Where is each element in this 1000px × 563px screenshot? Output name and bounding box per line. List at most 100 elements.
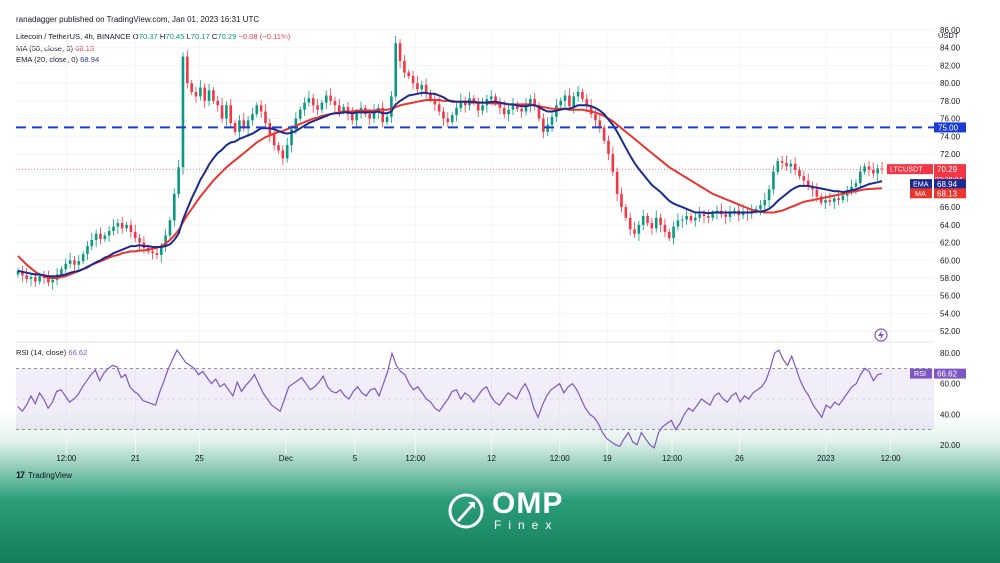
price-tick-label: 74.00	[940, 132, 961, 141]
candle-body	[73, 260, 76, 265]
price-tick-label: 72.00	[940, 150, 961, 159]
close-value: 70.29	[217, 32, 237, 41]
rsi-tick-label: 60.00	[940, 380, 961, 389]
candle-body	[411, 76, 415, 84]
ema-line	[17, 91, 883, 278]
candle-body	[29, 277, 33, 279]
symbol-name[interactable]: Litecoin / TetherUS, 4h, BINANCE	[16, 32, 131, 41]
candle-body	[407, 72, 411, 77]
time-axis[interactable]: 12:00 21 25 Dec 5 12:00 12 12:00 19 12:00 26 2023 12…	[56, 454, 901, 463]
candle-body	[563, 95, 567, 101]
candle-body	[702, 214, 706, 216]
omp-word: OMP	[492, 487, 564, 520]
level-tag: 75.00	[934, 122, 966, 133]
candle-body	[398, 43, 402, 61]
candle-body	[533, 99, 536, 106]
candle-body	[81, 254, 85, 262]
candle-body	[107, 231, 111, 236]
candle-body	[854, 183, 858, 187]
candle-body	[511, 104, 515, 110]
candle-body	[424, 84, 428, 93]
lightning-icon[interactable]	[874, 328, 888, 342]
candle-body	[333, 100, 337, 106]
ema-legend[interactable]: EMA (20, close, 0) 68.94	[16, 55, 99, 64]
candle-body	[186, 56, 189, 84]
candle-body	[476, 102, 480, 111]
time-tick-label: 12:00	[405, 454, 426, 463]
candle-body	[120, 223, 124, 229]
candle-body	[680, 219, 684, 221]
candle-body	[463, 100, 467, 106]
publisher-line: ranadagger published on TradingView.com,…	[16, 15, 260, 24]
candles	[16, 35, 884, 290]
change-value: −0.08 (−0.11%)	[238, 32, 291, 41]
candle-body	[542, 118, 545, 132]
time-tick-label: 12	[487, 454, 496, 463]
candle-body	[559, 100, 563, 106]
axis-unit: USDT	[938, 31, 959, 40]
candle-body	[294, 118, 298, 130]
candle-body	[772, 171, 775, 190]
candle-body	[199, 87, 202, 97]
price-tick-label: 52.00	[940, 327, 961, 336]
candle-body	[207, 90, 211, 101]
candle-body	[863, 166, 866, 172]
tradingview-logo[interactable]: 17 TradingView	[16, 470, 72, 480]
price-chart[interactable]: 52.00 54.00 56.00 58.00 60.00 62.00 64.00 66.00…	[0, 0, 1000, 470]
price-tick-label: 62.00	[940, 239, 961, 248]
candle-body	[641, 216, 645, 225]
candle-body	[112, 226, 115, 232]
candle-body	[394, 43, 398, 97]
candle-body	[390, 96, 393, 117]
price-tick-label: 84.00	[940, 44, 961, 53]
candle-body	[872, 169, 875, 174]
candle-body	[516, 104, 519, 109]
rsi-axis[interactable]: 20.00 40.00 60.00 80.00	[940, 349, 961, 450]
candle-body	[602, 127, 606, 141]
candle-body	[650, 223, 654, 229]
candle-body	[780, 161, 784, 163]
ma-legend[interactable]: MA (50, close, 0) 68.13	[16, 44, 94, 53]
candle-body	[285, 145, 289, 159]
close-label: C	[211, 32, 218, 41]
time-tick-label: 5	[353, 454, 358, 463]
candle-body	[342, 107, 345, 112]
candle-body	[572, 96, 576, 107]
ma-tag: MA 68.13	[910, 188, 966, 199]
candle-body	[103, 235, 107, 240]
candle-body	[785, 162, 788, 167]
candle-body	[824, 200, 827, 203]
candle-body	[446, 118, 450, 123]
low-value: 70.17	[190, 32, 210, 41]
candle-body	[481, 105, 484, 111]
candle-body	[502, 107, 506, 115]
candle-body	[272, 134, 276, 146]
price-tag-value: 70.29	[937, 165, 958, 174]
candle-body	[711, 213, 714, 218]
candle-body	[329, 95, 332, 101]
candle-body	[155, 253, 159, 255]
candle-body	[320, 102, 324, 110]
candle-body	[138, 238, 141, 243]
candle-body	[568, 95, 571, 107]
candle-body	[281, 150, 285, 159]
rsi-legend[interactable]: RSI (14, close) 66.62	[16, 348, 87, 357]
candle-body	[212, 90, 215, 101]
candle-body	[290, 129, 293, 146]
candle-body	[385, 116, 389, 123]
candle-body	[793, 163, 797, 170]
candle-body	[68, 260, 72, 264]
candle-body	[689, 216, 693, 221]
candle-body	[767, 189, 771, 201]
price-tick-label: 54.00	[940, 309, 961, 318]
candle-body	[194, 92, 198, 97]
candle-body	[498, 102, 502, 108]
ema-tag-label: EMA	[913, 180, 929, 189]
candle-body	[694, 217, 697, 221]
candle-body	[94, 233, 98, 240]
candle-body	[229, 105, 233, 123]
candle-body	[38, 276, 42, 282]
candle-body	[806, 180, 810, 186]
candle-body	[173, 193, 176, 221]
candle-body	[337, 105, 341, 112]
